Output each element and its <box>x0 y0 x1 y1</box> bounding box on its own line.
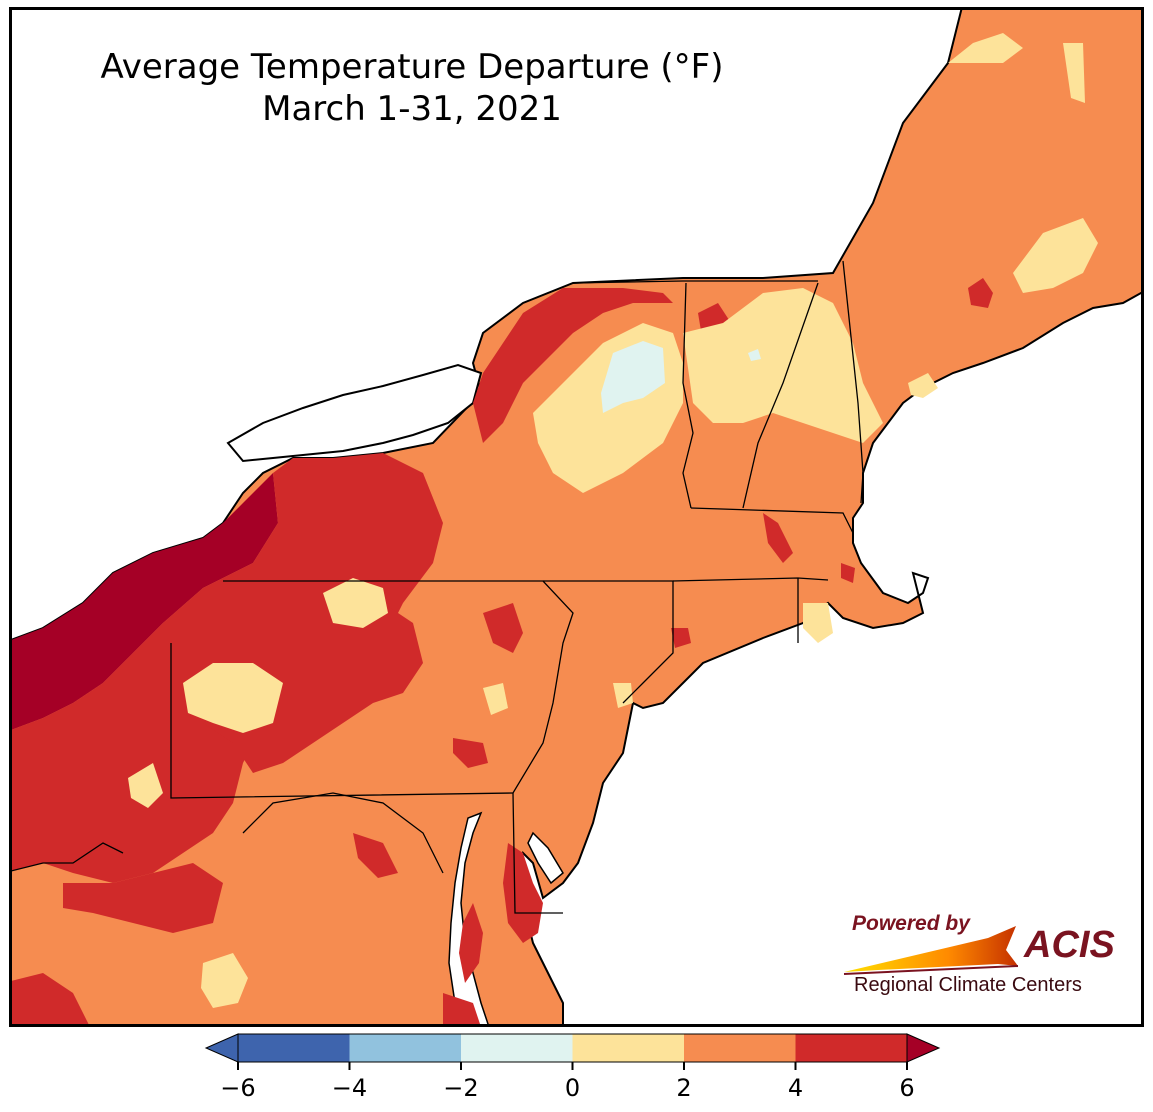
region-low-nj <box>613 683 633 708</box>
region-high-md <box>459 903 483 983</box>
legend-underflow-arrow <box>204 1033 239 1063</box>
region-high-mass <box>763 513 793 563</box>
region-high-ri <box>841 563 855 583</box>
legend-tick-label: −4 <box>332 1074 367 1102</box>
legend-bin <box>684 1034 796 1062</box>
temperature-map <box>12 10 1141 1024</box>
legend-bin <box>349 1034 461 1062</box>
legend-tick-label: 2 <box>676 1074 691 1102</box>
region-high-north-ny <box>473 288 673 443</box>
legend-bin <box>572 1034 684 1062</box>
region-high-south <box>63 863 223 933</box>
legend-tick-label: −2 <box>443 1074 478 1102</box>
map-subtitle-date: March 1-31, 2021 <box>262 89 562 129</box>
map-frame: Average Temperature Departure (°F) March… <box>9 7 1144 1027</box>
legend-bin <box>461 1034 573 1062</box>
great-lakes-canada <box>12 10 963 641</box>
region-cool-vt <box>748 349 761 361</box>
legend-colorbar: −6 −4 −2 0 2 4 6 <box>204 1033 941 1102</box>
region-low-sw <box>201 953 248 1008</box>
legend-bin <box>238 1034 350 1062</box>
logo-acis: ACIS <box>1024 924 1115 966</box>
acis-logo: Powered by ACIS Regional Climate Centers <box>838 908 1128 1000</box>
legend-tick-label: 4 <box>788 1074 803 1102</box>
region-high-delmarva <box>503 843 543 943</box>
region-low-me-tip <box>1063 43 1085 103</box>
region-low-pa-west <box>183 663 283 733</box>
logo-regional-climate-centers: Regional Climate Centers <box>854 974 1082 996</box>
delaware-bay <box>527 831 564 885</box>
legend-tick-label: 0 <box>565 1074 580 1102</box>
region-extreme-west <box>12 473 278 730</box>
region-high-va-bottom <box>443 993 480 1024</box>
chesapeake-bay <box>448 811 489 1024</box>
logo-powered-by: Powered by <box>852 912 970 935</box>
region-high-ct <box>671 628 691 648</box>
acis-swoosh-icon <box>843 926 1019 975</box>
region-low-me-north <box>948 33 1023 63</box>
region-high-sw-corner <box>12 973 89 1024</box>
state-borders <box>12 260 864 914</box>
region-low-me-coast <box>908 373 938 398</box>
region-high-e-pa <box>453 738 488 768</box>
region-low-me-central <box>1013 218 1098 293</box>
region-high-wv <box>353 833 398 878</box>
region-cool-adirondack <box>601 341 665 413</box>
legend-tick-label: 6 <box>899 1074 914 1102</box>
region-low-pa-east <box>483 683 508 715</box>
region-high-me <box>968 278 993 308</box>
legend-overflow-arrow <box>906 1033 941 1063</box>
legend-bin <box>795 1034 907 1062</box>
region-low-se-pa <box>128 763 163 808</box>
map-title: Average Temperature Departure (°F) <box>100 47 724 87</box>
region-low-pa-nw <box>323 578 388 628</box>
legend-tick-label: −6 <box>220 1074 255 1102</box>
region-low-vt-nh <box>683 288 883 443</box>
region-high-mid-pa <box>483 603 523 653</box>
region-low-ct <box>803 603 833 643</box>
